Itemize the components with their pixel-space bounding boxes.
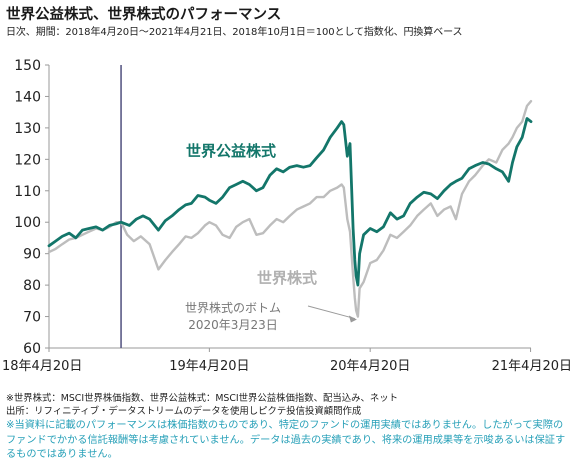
axes: 60 70 80 90 100 110 120 130 140 150 18年4月20日 19年4月2…: [2, 58, 572, 374]
y-tick-label: 100: [14, 215, 41, 231]
footnote-source: 出所：リフィニティブ・データストリームのデータを使用しピクテ投信投資顧問作成: [6, 406, 362, 418]
x-tick-label: 20年4月20日: [330, 359, 410, 374]
series-line-world-equity: [47, 100, 533, 318]
x-tick-label: 21年4月20日: [492, 359, 572, 374]
footnote-disclaimer: ※当資料に記載のパフォーマンスは株価指数のものであり、特定のファンドの運用実績で…: [6, 420, 566, 460]
annotation-leader-line: [307, 305, 356, 320]
annotation-line2: 2020年3月23日: [188, 318, 277, 332]
footnote-index-definition: ※世界株式：MSCI世界株価指数、世界公益株式：MSCI世界公益株価指数、配当込…: [6, 393, 399, 404]
series-label-world-equity: 世界株式: [257, 269, 317, 287]
chart-title: 世界公益株式、世界株式のパフォーマンス: [6, 7, 282, 23]
footnotes: ※世界株式：MSCI世界株価指数、世界公益株式：MSCI世界公益株価指数、配当込…: [6, 392, 572, 462]
y-tick-label: 110: [14, 184, 41, 200]
y-tick-label: 90: [23, 247, 41, 263]
annotation-arrowhead: [348, 315, 357, 323]
y-tick-label: 60: [23, 341, 41, 357]
y-tick-label: 120: [14, 152, 41, 168]
chart-subtitle: 日次、期間：2018年4月20日～2021年4月21日、2018年10月1日＝1…: [6, 27, 463, 38]
y-tick-label: 140: [14, 89, 41, 105]
series-label-world-utilities: 世界公益株式: [186, 142, 276, 160]
series-line-world-utilities: [47, 117, 533, 287]
x-tick-label: 18年4月20日: [2, 359, 82, 374]
y-tick-label: 150: [14, 58, 41, 74]
y-tick-label: 80: [23, 278, 41, 294]
x-tick-label: 19年4月20日: [169, 359, 249, 374]
y-tick-label: 70: [23, 310, 41, 326]
performance-line-chart: 60 70 80 90 100 110 120 130 140 150 18年4月20日 19年4月2…: [2, 58, 572, 374]
y-tick-label: 130: [14, 121, 41, 137]
series-group: [47, 100, 533, 318]
annotation-line1: 世界株式のボトム: [185, 300, 281, 315]
